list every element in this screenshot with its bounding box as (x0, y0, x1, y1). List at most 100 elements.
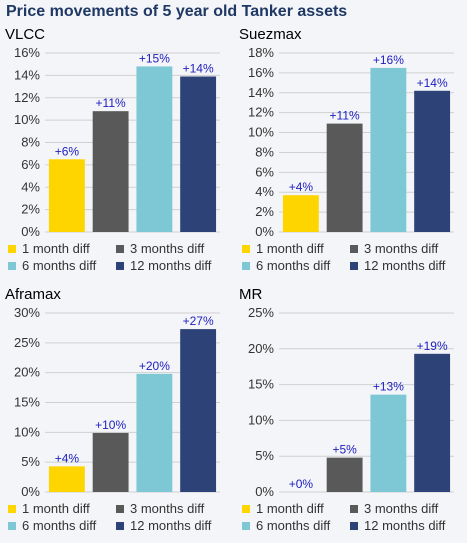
legend-swatch (116, 244, 124, 253)
page-title: Price movements of 5 year old Tanker ass… (6, 3, 348, 20)
bar-chart: 0% 2% 4% 6% 8% 10% 12% 14% 16% +6% +11% +15% +14% (14, 45, 220, 239)
legend-swatch (242, 504, 250, 513)
legend-item: 1 month diff (242, 241, 324, 256)
y-tick-label: 4% (21, 179, 40, 194)
chart-title: MR (239, 286, 263, 303)
data-label: +6% (55, 144, 80, 158)
y-tick-label: 10% (14, 424, 40, 439)
legend-label: 3 months diff (130, 501, 205, 516)
data-label: +27% (183, 314, 214, 328)
data-label: +11% (330, 109, 360, 123)
y-tick-label: 5% (21, 454, 40, 469)
legend-swatch (242, 261, 250, 270)
legend-label: 6 months diff (22, 258, 97, 273)
legend-swatch (8, 244, 16, 253)
y-tick-label: 12% (248, 105, 274, 120)
y-tick-label: 2% (21, 202, 40, 217)
bar-12-months-diff (180, 76, 217, 233)
bar-1-month-diff (48, 159, 85, 232)
chart-panel-mr: MR 0% 5% 10% 15% 20% 25% +0% +5% +13% +19% 1 mont… (234, 285, 467, 540)
legend-item: 6 months diff (242, 258, 330, 273)
y-tick-label: 10% (248, 412, 274, 427)
y-tick-label: 14% (14, 67, 40, 82)
y-tick-label: 14% (248, 85, 274, 100)
bar-chart: 0% 5% 10% 15% 20% 25% +0% +5% +13% +19% (248, 305, 454, 499)
y-tick-label: 5% (255, 448, 274, 463)
legend-swatch (242, 521, 250, 530)
data-label: +20% (139, 359, 170, 373)
data-label: +19% (417, 339, 448, 353)
y-tick-label: 20% (248, 341, 274, 356)
legend-item: 1 month diff (242, 501, 324, 516)
legend-label: 6 months diff (22, 518, 97, 533)
legend-item: 6 months diff (8, 518, 96, 533)
legend-label: 1 month diff (256, 501, 324, 516)
legend-swatch (8, 504, 16, 513)
y-tick-label: 4% (255, 184, 274, 199)
legend-item: 6 months diff (8, 258, 96, 273)
data-label: +15% (139, 51, 170, 65)
data-label: +14% (417, 76, 448, 90)
legend-swatch (8, 261, 16, 270)
legend-swatch (242, 244, 250, 253)
y-tick-label: 15% (14, 395, 40, 410)
legend-label: 12 months diff (130, 518, 212, 533)
legend-label: 1 month diff (22, 501, 90, 516)
y-tick-label: 8% (21, 135, 40, 150)
legend-swatch (350, 261, 358, 270)
bar-3-months-diff (92, 432, 129, 492)
y-tick-label: 16% (248, 65, 274, 80)
legend-item: 12 months diff (116, 518, 211, 533)
legend-swatch (350, 244, 358, 253)
y-tick-label: 0% (255, 224, 274, 239)
bar-12-months-diff (180, 329, 217, 492)
bar-12-months-diff (414, 90, 451, 233)
bar-3-months-diff (326, 457, 363, 492)
chart-title: Aframax (5, 286, 61, 303)
data-label: +13% (373, 380, 404, 394)
legend-label: 6 months diff (256, 518, 331, 533)
y-tick-label: 6% (255, 164, 274, 179)
legend-item: 3 months diff (350, 241, 438, 256)
chart-title: VLCC (5, 26, 46, 43)
legend-item: 1 month diff (8, 241, 90, 256)
legend-swatch (116, 521, 124, 530)
y-tick-label: 25% (248, 305, 274, 320)
y-tick-label: 10% (248, 125, 274, 140)
legend-swatch (116, 261, 124, 270)
y-tick-label: 2% (255, 204, 274, 219)
legend-swatch (350, 504, 358, 513)
y-tick-label: 10% (14, 112, 40, 127)
y-tick-label: 6% (21, 157, 40, 172)
y-tick-label: 0% (21, 224, 40, 239)
y-tick-label: 18% (248, 45, 274, 60)
y-tick-label: 0% (21, 484, 40, 499)
chart-panel-suezmax: Suezmax 0% 2% 4% 6% 8% 10% 12% 14% 16% 18% +4% +11%… (234, 25, 467, 280)
y-tick-label: 8% (255, 144, 274, 159)
y-tick-label: 25% (14, 335, 40, 350)
y-tick-label: 16% (14, 45, 40, 60)
bar-12-months-diff (414, 353, 451, 492)
legend-item: 12 months diff (116, 258, 211, 273)
legend-swatch (116, 504, 124, 513)
data-label: +14% (183, 61, 214, 75)
bar-chart: 0% 2% 4% 6% 8% 10% 12% 14% 16% 18% +4% +11% +16% +14% (248, 45, 454, 239)
data-label: +10% (95, 418, 126, 432)
legend-label: 3 months diff (130, 241, 205, 256)
bar-6-months-diff (136, 66, 173, 232)
y-tick-label: 15% (248, 377, 274, 392)
y-tick-label: 20% (14, 365, 40, 380)
bar-6-months-diff (370, 394, 407, 492)
bar-1-month-diff (48, 466, 85, 492)
legend-label: 1 month diff (22, 241, 90, 256)
legend-label: 6 months diff (256, 258, 331, 273)
data-label: +11% (96, 96, 126, 110)
data-label: +0% (289, 477, 314, 491)
y-tick-label: 12% (14, 90, 40, 105)
legend-label: 3 months diff (364, 241, 439, 256)
chart-panel-vlcc: VLCC 0% 2% 4% 6% 8% 10% 12% 14% 16% +6% +11% +15% +1… (0, 25, 233, 280)
legend-item: 1 month diff (8, 501, 90, 516)
legend-swatch (350, 521, 358, 530)
legend-item: 12 months diff (350, 518, 445, 533)
legend-item: 6 months diff (242, 518, 330, 533)
